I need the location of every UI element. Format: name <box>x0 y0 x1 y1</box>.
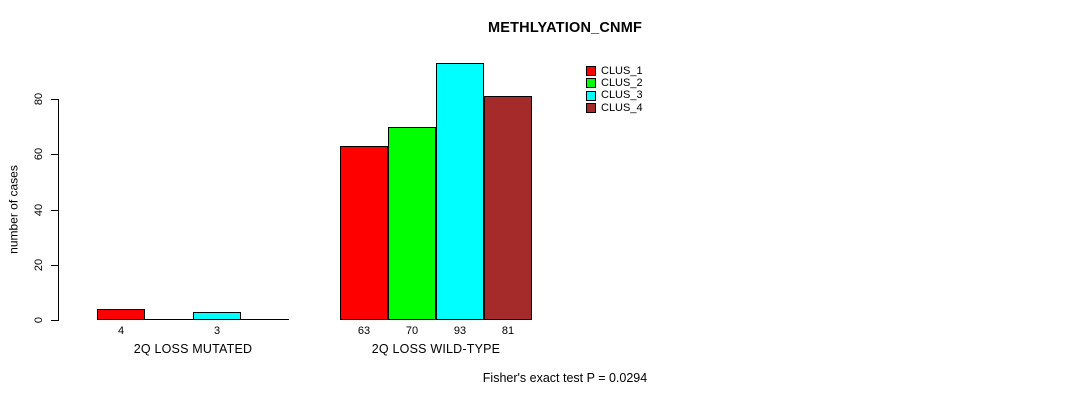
bar-value-label: 63 <box>357 325 371 337</box>
legend-label: CLUS_2 <box>601 76 643 89</box>
group-label: 2Q LOSS MUTATED <box>133 342 253 356</box>
y-axis-line <box>58 99 59 321</box>
bar-value-label: 81 <box>501 325 515 337</box>
bar-zero-line <box>145 319 193 320</box>
chart-title: METHLYATION_CNMF <box>487 20 643 36</box>
bar-value-label: 3 <box>213 325 221 337</box>
bar <box>484 96 532 320</box>
y-axis-tick <box>51 99 58 100</box>
y-axis-tick <box>51 154 58 155</box>
bar <box>193 312 241 320</box>
legend-swatch <box>586 103 596 114</box>
legend-label: CLUS_3 <box>601 89 643 102</box>
bar <box>436 63 484 320</box>
legend-label: CLUS_1 <box>601 64 643 77</box>
group-label: 2Q LOSS WILD-TYPE <box>371 342 501 356</box>
bar-value-label: 4 <box>117 325 125 337</box>
legend-swatch <box>586 66 596 76</box>
legend-swatch <box>586 78 596 89</box>
pvalue-annotation: Fisher's exact test P = 0.0294 <box>482 371 648 385</box>
bar <box>97 309 145 320</box>
legend-swatch <box>586 90 596 101</box>
bar-value-label: 93 <box>453 325 467 337</box>
y-axis-tick <box>51 265 58 266</box>
legend-entry: CLUS_1 <box>586 65 643 77</box>
legend-entry: CLUS_4 <box>586 102 643 114</box>
y-axis-tick <box>51 320 58 321</box>
bar <box>388 127 436 320</box>
legend-entry: CLUS_3 <box>586 90 643 102</box>
bar <box>340 146 388 320</box>
bar-zero-line <box>241 319 289 320</box>
legend-label: CLUS_4 <box>601 101 643 114</box>
bar-value-label: 70 <box>405 325 419 337</box>
legend-entry: CLUS_2 <box>586 77 643 89</box>
y-axis-tick <box>51 210 58 211</box>
